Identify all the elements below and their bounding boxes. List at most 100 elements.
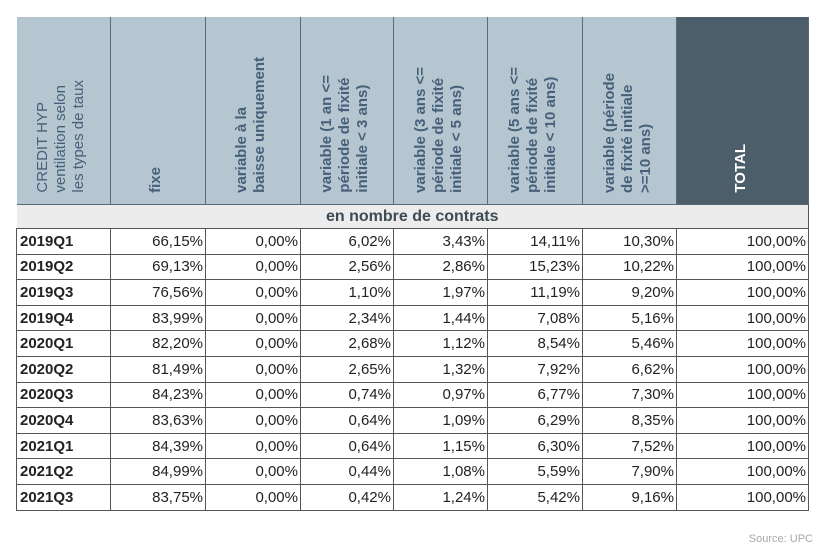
source-label: Source: UPC [748, 533, 813, 545]
column-header: variable (période de fixité initiale >=1… [582, 17, 677, 205]
quarter-cell: 2020Q2 [16, 356, 111, 383]
value-cell: 0,64% [300, 407, 394, 434]
column-header: fixe [110, 17, 206, 205]
value-cell: 0,00% [205, 382, 301, 409]
value-cell: 15,23% [487, 254, 583, 281]
table-row: 2020Q1 82,20% 0,00% 2,68% 1,12% 8,54% 5,46% 100… [16, 330, 809, 357]
quarter-cell: 2020Q1 [16, 330, 111, 357]
value-cell: 7,52% [582, 433, 677, 460]
value-cell: 2,34% [300, 305, 394, 332]
value-cell: 5,42% [487, 484, 583, 511]
value-cell: 7,30% [582, 382, 677, 409]
value-cell: 1,24% [393, 484, 488, 511]
column-header: CREDIT HYP ventilation selon les types d… [16, 17, 111, 205]
table-row: 2020Q4 83,63% 0,00% 0,64% 1,09% 6,29% 8,35% 100… [16, 407, 809, 434]
table-row: 2019Q3 76,56% 0,00% 1,10% 1,97% 11,19% 9,20% 10… [16, 279, 809, 306]
value-cell: 2,56% [300, 254, 394, 281]
value-cell: 100,00% [676, 305, 809, 332]
value-cell: 11,19% [487, 279, 583, 306]
quarter-cell: 2019Q1 [16, 228, 111, 255]
value-cell: 69,13% [110, 254, 206, 281]
value-cell: 2,65% [300, 356, 394, 383]
column-header-label: fixe [147, 167, 164, 193]
value-cell: 100,00% [676, 330, 809, 357]
value-cell: 9,20% [582, 279, 677, 306]
column-header-label: TOTAL [731, 144, 749, 193]
value-cell: 5,46% [582, 330, 677, 357]
value-cell: 14,11% [487, 228, 583, 255]
value-cell: 100,00% [676, 279, 809, 306]
quarter-cell: 2020Q3 [16, 382, 111, 409]
value-cell: 1,08% [393, 458, 488, 485]
value-cell: 0,00% [205, 279, 301, 306]
value-cell: 83,75% [110, 484, 206, 511]
value-cell: 0,00% [205, 254, 301, 281]
value-cell: 0,00% [205, 433, 301, 460]
value-cell: 66,15% [110, 228, 206, 255]
value-cell: 6,02% [300, 228, 394, 255]
value-cell: 8,35% [582, 407, 677, 434]
value-cell: 0,00% [205, 407, 301, 434]
value-cell: 6,77% [487, 382, 583, 409]
value-cell: 0,00% [205, 330, 301, 357]
value-cell: 0,00% [205, 228, 301, 255]
value-cell: 0,00% [205, 356, 301, 383]
quarter-cell: 2020Q4 [16, 407, 111, 434]
value-cell: 0,00% [205, 305, 301, 332]
value-cell: 6,29% [487, 407, 583, 434]
credit-rate-table: CREDIT HYP ventilation selon les types d… [16, 17, 809, 511]
column-header-label: variable à la baisse uniquement [233, 57, 268, 193]
column-header-label: CREDIT HYP ventilation selon les types d… [34, 80, 88, 193]
value-cell: 1,32% [393, 356, 488, 383]
column-header: variable à la baisse uniquement [205, 17, 301, 205]
value-cell: 7,92% [487, 356, 583, 383]
value-cell: 1,10% [300, 279, 394, 306]
value-cell: 100,00% [676, 458, 809, 485]
table-row: 2019Q4 83,99% 0,00% 2,34% 1,44% 7,08% 5,16% 100… [16, 305, 809, 332]
header-row: CREDIT HYP ventilation selon les types d… [16, 17, 809, 205]
quarter-cell: 2021Q1 [16, 433, 111, 460]
value-cell: 10,30% [582, 228, 677, 255]
table-row: 2019Q1 66,15% 0,00% 6,02% 3,43% 14,11% 10,30% 1… [16, 228, 809, 255]
value-cell: 2,86% [393, 254, 488, 281]
value-cell: 0,44% [300, 458, 394, 485]
value-cell: 0,64% [300, 433, 394, 460]
value-cell: 2,68% [300, 330, 394, 357]
value-cell: 7,90% [582, 458, 677, 485]
value-cell: 0,00% [205, 484, 301, 511]
value-cell: 100,00% [676, 433, 809, 460]
quarter-cell: 2019Q4 [16, 305, 111, 332]
value-cell: 0,42% [300, 484, 394, 511]
column-header: variable (5 ans <= période de fixité ini… [487, 17, 583, 205]
value-cell: 83,63% [110, 407, 206, 434]
column-header-label: variable (3 ans <= période de fixité ini… [411, 67, 465, 193]
value-cell: 5,16% [582, 305, 677, 332]
value-cell: 6,62% [582, 356, 677, 383]
value-cell: 10,22% [582, 254, 677, 281]
value-cell: 84,23% [110, 382, 206, 409]
value-cell: 3,43% [393, 228, 488, 255]
value-cell: 100,00% [676, 382, 809, 409]
table-row: 2020Q3 84,23% 0,00% 0,74% 0,97% 6,77% 7,30% 100… [16, 382, 809, 409]
table-row: 2019Q2 69,13% 0,00% 2,56% 2,86% 15,23% 10,22% 1… [16, 254, 809, 281]
quarter-cell: 2019Q3 [16, 279, 111, 306]
value-cell: 1,09% [393, 407, 488, 434]
value-cell: 100,00% [676, 407, 809, 434]
band-row: en nombre de contrats [16, 204, 809, 229]
quarter-cell: 2019Q2 [16, 254, 111, 281]
column-header-label: variable (5 ans <= période de fixité ini… [506, 67, 559, 193]
value-cell: 100,00% [676, 254, 809, 281]
table-row: 2021Q3 83,75% 0,00% 0,42% 1,24% 5,42% 9,16% 100… [16, 484, 809, 511]
value-cell: 81,49% [110, 356, 206, 383]
value-cell: 100,00% [676, 228, 809, 255]
value-cell: 1,15% [393, 433, 488, 460]
column-header-label: variable (1 an <= période de fixité init… [318, 75, 371, 193]
value-cell: 83,99% [110, 305, 206, 332]
value-cell: 1,12% [393, 330, 488, 357]
value-cell: 76,56% [110, 279, 206, 306]
value-cell: 6,30% [487, 433, 583, 460]
column-header: variable (3 ans <= période de fixité ini… [393, 17, 488, 205]
value-cell: 84,99% [110, 458, 206, 485]
column-header: TOTAL [676, 17, 809, 205]
value-cell: 8,54% [487, 330, 583, 357]
